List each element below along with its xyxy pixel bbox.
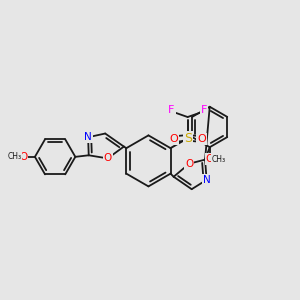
Text: O: O — [19, 152, 27, 162]
Text: N: N — [84, 132, 92, 142]
Text: CH₃: CH₃ — [212, 154, 226, 164]
Text: O: O — [169, 134, 178, 144]
Text: O: O — [103, 153, 112, 164]
Text: F: F — [168, 105, 175, 115]
Text: O: O — [185, 159, 193, 169]
Text: S: S — [184, 132, 192, 145]
Text: O: O — [197, 134, 206, 144]
Text: N: N — [203, 175, 211, 185]
Text: O: O — [206, 154, 214, 164]
Text: CH₃: CH₃ — [7, 152, 21, 161]
Text: F: F — [201, 105, 207, 115]
